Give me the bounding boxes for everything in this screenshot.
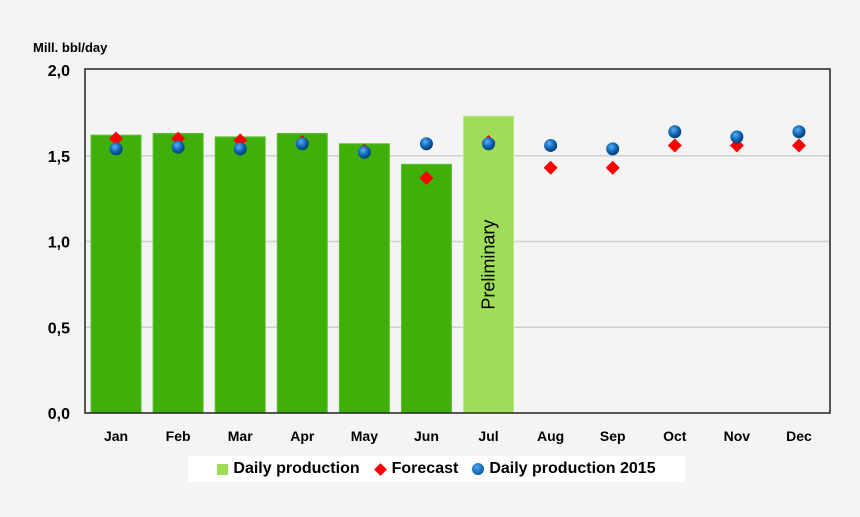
forecast-point [419,171,434,186]
legend-item-forecast: Forecast [373,460,459,478]
y-tick-label: 1,5 [48,149,70,166]
plot-border [84,68,831,414]
daily-production-2015-point [606,142,620,156]
daily-production-2015-point [544,138,558,152]
legend-swatch-bar [217,463,229,475]
daily-production-2015-point [295,137,309,151]
bar-jun [400,163,452,414]
legend: Daily production Forecast Daily producti… [188,456,685,482]
daily-production-2015-point [419,137,433,151]
daily-production-2015-point [792,125,806,139]
forecast-point [543,160,558,175]
y-tick-label: 0,5 [48,320,70,337]
daily-production-2015-point [109,142,123,156]
x-tick-label: Jun [414,428,439,444]
bar-apr [276,132,328,414]
bar-mar [214,136,266,414]
x-tick-label: Aug [537,428,564,444]
x-tick-label: Mar [228,428,253,444]
daily-production-2015-point [233,142,247,156]
daily-production-2015-point [357,145,371,159]
forecast-point [667,138,682,153]
x-tick-label: Dec [786,428,812,444]
legend-swatch-circle [472,463,485,475]
annotation-preliminary: Preliminary [479,220,499,310]
x-tick-label: Feb [166,428,191,444]
daily-production-2015-point [730,130,744,144]
daily-production-2015-point [668,125,682,139]
legend-item-daily-production: Daily production [217,460,360,478]
x-tick-label: Jul [478,428,498,444]
y-axis-label: Mill. bbl/day [33,40,108,55]
daily-production-2015-point [482,137,496,151]
x-tick-label: Nov [724,428,751,444]
legend-swatch-diamond [373,462,387,476]
bar-jan [90,134,142,414]
y-tick-label: 1,0 [48,235,70,252]
x-tick-label: Sep [600,428,626,444]
x-tick-label: Oct [663,428,687,444]
legend-label: Forecast [391,460,459,477]
y-tick-label: 2,0 [48,63,70,80]
forecast-point [605,160,620,175]
legend-item-2015: Daily production 2015 [472,460,656,478]
daily-production-2015-point [171,140,185,154]
legend-label: Daily production [233,460,360,477]
forecast-point [791,138,806,153]
legend-label: Daily production 2015 [489,460,656,477]
forecast-point [109,131,124,146]
bar-feb [152,132,204,414]
bar-may [338,143,390,414]
x-tick-label: Jan [104,428,128,444]
y-tick-label: 0,0 [48,406,70,423]
x-tick-label: Apr [290,428,315,444]
x-tick-label: May [351,428,378,444]
